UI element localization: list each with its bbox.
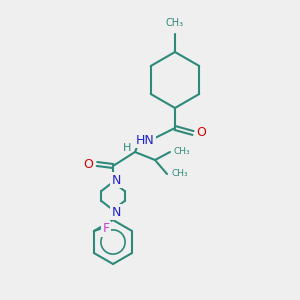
Text: HN: HN	[136, 134, 154, 146]
Text: O: O	[83, 158, 93, 170]
Text: H: H	[123, 143, 131, 153]
Text: O: O	[196, 127, 206, 140]
Text: N: N	[111, 206, 121, 218]
Text: F: F	[102, 223, 110, 236]
Text: N: N	[111, 173, 121, 187]
Text: CH₃: CH₃	[171, 169, 188, 178]
Text: CH₃: CH₃	[174, 148, 190, 157]
Text: CH₃: CH₃	[166, 18, 184, 28]
